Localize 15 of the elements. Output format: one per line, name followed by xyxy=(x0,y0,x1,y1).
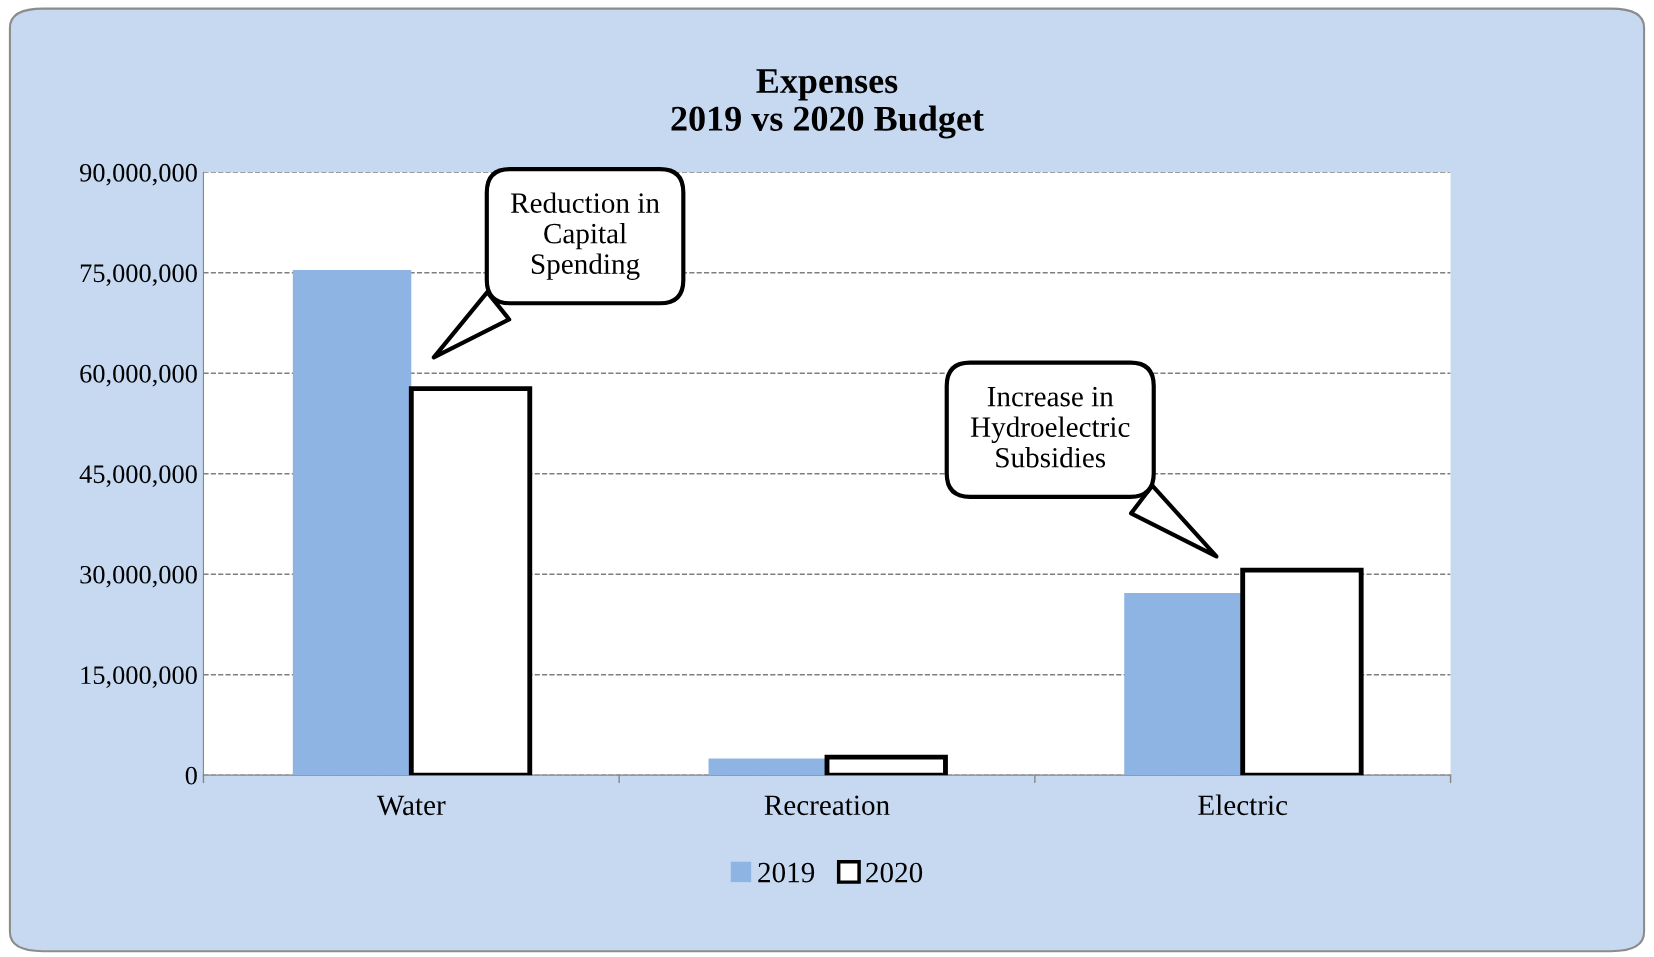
y-tick-label: 75,000,000 xyxy=(80,264,197,286)
chart-title: Expenses 2019 vs 2020 Budget xyxy=(671,69,984,139)
annotation: Reduction in Capital Spending xyxy=(510,192,660,280)
x-tick-label: Electric xyxy=(1198,794,1288,816)
y-tick-label: 15,000,000 xyxy=(81,666,197,688)
legend-label: 2020 xyxy=(866,862,923,883)
y-tick-label: 0 xyxy=(185,766,197,785)
annotation: Increase in Hydroelectric Subsidies xyxy=(970,386,1130,468)
y-tick-label: 45,000,000 xyxy=(79,465,197,487)
y-tick-label: 90,000,000 xyxy=(79,163,197,186)
y-tick-label: 30,000,000 xyxy=(80,565,197,588)
x-tick-label: Recreation xyxy=(764,795,890,816)
y-tick-label: 60,000,000 xyxy=(80,364,197,387)
x-tick-label: Water xyxy=(376,795,446,816)
legend-label: 2019 xyxy=(758,862,815,883)
